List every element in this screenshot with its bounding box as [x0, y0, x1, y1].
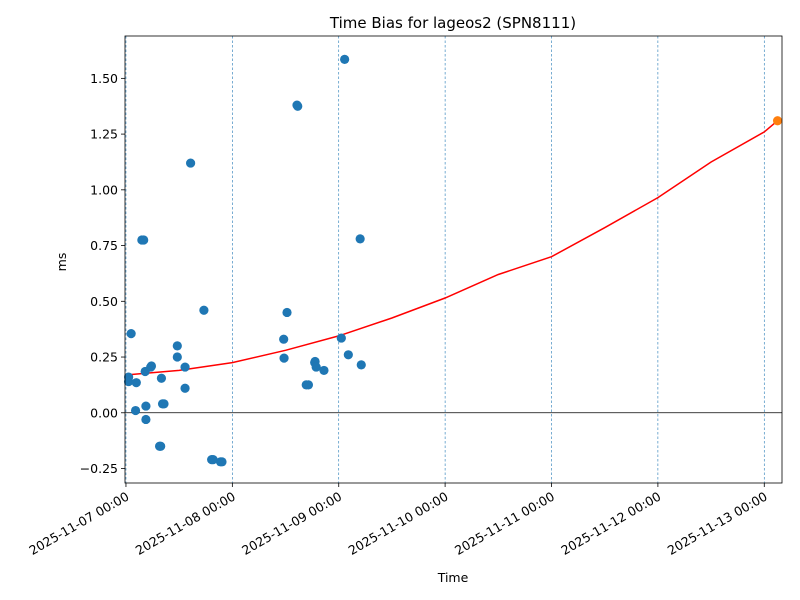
data-point	[180, 362, 190, 372]
data-point	[172, 352, 182, 362]
data-point	[303, 380, 314, 390]
data-point	[311, 362, 321, 372]
y-tick-label: 0.50	[90, 294, 118, 309]
data-point	[131, 378, 141, 388]
data-point	[208, 454, 218, 465]
data-point	[146, 361, 157, 371]
data-point	[186, 158, 196, 168]
x-grid	[125, 36, 765, 483]
y-axis-label: ms	[54, 253, 69, 272]
y-tick-label: 1.50	[90, 71, 118, 86]
data-points	[123, 54, 366, 467]
data-point	[340, 54, 350, 65]
x-axis-label: Time	[437, 570, 469, 585]
y-tick-label: −0.25	[80, 461, 118, 476]
y-tick-label: 1.25	[90, 127, 118, 142]
data-point	[156, 373, 167, 383]
data-point	[172, 341, 182, 351]
plot-background	[125, 36, 782, 483]
y-axis: −0.25 0.00 0.25 0.50 0.75 1.00 1.25 1.50	[80, 71, 125, 476]
data-point	[282, 307, 292, 318]
data-point	[319, 365, 329, 376]
y-tick-label: 0.00	[90, 405, 118, 420]
y-tick-label: 0.25	[90, 350, 118, 365]
data-point	[279, 334, 289, 344]
data-point	[336, 333, 346, 343]
data-point	[156, 441, 166, 451]
data-point	[279, 353, 289, 363]
plot-frame	[124, 35, 783, 484]
data-point	[141, 414, 151, 425]
data-point	[199, 305, 209, 315]
data-point	[343, 350, 353, 360]
prediction-point	[772, 116, 783, 126]
data-point	[355, 234, 365, 244]
chart-title: Time Bias for lageos2 (SPN8111)	[329, 14, 576, 32]
data-point	[126, 329, 136, 339]
data-point	[139, 235, 149, 245]
data-point	[130, 405, 141, 416]
y-tick-label: 1.00	[90, 182, 118, 197]
plot-area	[123, 35, 783, 484]
prediction-marker	[772, 116, 783, 126]
data-point	[180, 383, 190, 393]
data-point	[293, 101, 303, 111]
fit-curve	[125, 120, 779, 376]
data-point	[124, 372, 134, 382]
data-point	[356, 360, 366, 370]
data-point	[159, 399, 169, 409]
y-tick-label: 0.75	[90, 238, 118, 253]
data-point	[217, 457, 227, 467]
data-point	[141, 401, 151, 411]
